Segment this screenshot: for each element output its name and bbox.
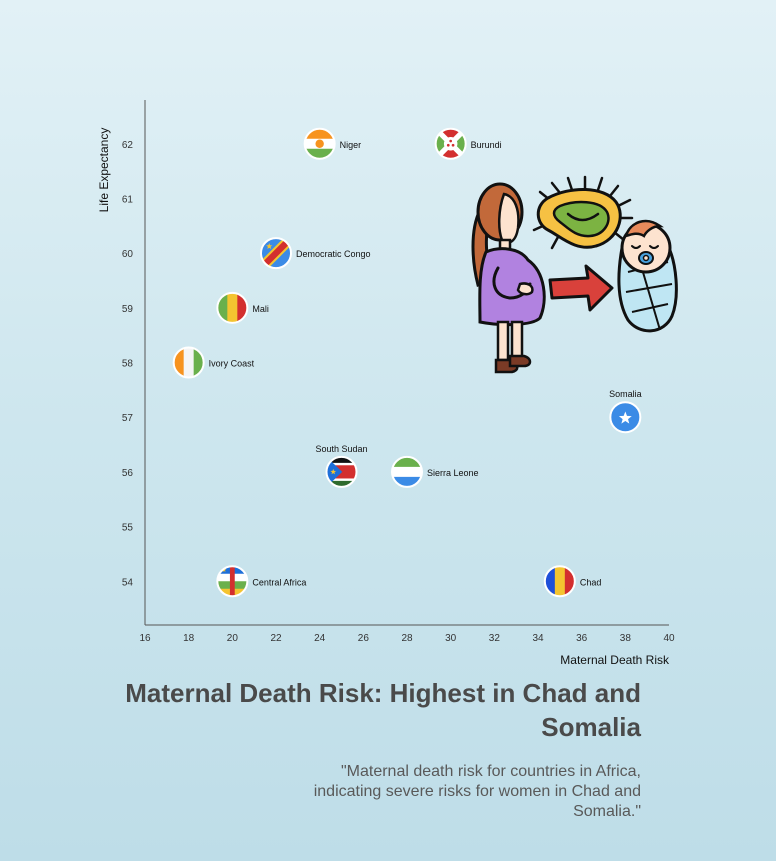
y-tick-label: 62 [122,140,134,151]
x-tick-label: 20 [227,633,239,644]
flag-marker-somalia [609,401,642,434]
y-tick-label: 55 [122,523,134,534]
x-tick-label: 34 [532,633,544,644]
chart-subtitle: "Maternal death risk for countries in Af… [313,763,641,820]
y-tick-label: 59 [122,304,134,315]
point-label: South Sudan [315,444,367,454]
flag-marker-chad [543,565,576,598]
flag-marker-mali [216,291,249,324]
flag-marker-south-sudan [325,455,358,488]
point-label: Burundi [471,140,502,150]
x-tick-label: 26 [358,633,370,644]
y-tick-label: 61 [122,194,134,205]
flag-marker-ivory-coast [172,346,205,379]
baby-icon [617,219,678,333]
y-tick-label: 60 [122,249,134,260]
x-tick-label: 36 [576,633,588,644]
chart-title: Maternal Death Risk: Highest in Chad and… [125,678,641,742]
x-tick-label: 38 [620,633,632,644]
y-axis-label: Life Expectancy [97,128,111,213]
point-label: Somalia [609,389,642,399]
x-tick-label: 30 [445,633,457,644]
mother-pathogen-baby-illustration [471,175,678,374]
x-tick-label: 22 [270,633,282,644]
flag-marker-car [216,565,249,598]
ticks: 16 18 20 22 24 26 28 30 32 34 36 38 40 54 55 56 57 58 59 60… [122,140,675,644]
x-tick-label: 24 [314,633,326,644]
point-label: Mali [252,304,269,314]
point-label: Central Africa [252,577,306,587]
flag-marker-sierra-leone [391,455,423,488]
x-tick-label: 18 [183,633,195,644]
point-label: Niger [340,140,362,150]
y-tick-label: 57 [122,413,134,424]
x-tick-label: 40 [663,633,675,644]
point-label: Ivory Coast [209,359,255,369]
y-tick-label: 58 [122,359,134,370]
y-tick-label: 54 [122,577,134,588]
point-label: Chad [580,577,602,587]
flag-marker-niger [303,127,336,160]
x-tick-label: 28 [401,633,413,644]
point-label: Sierra Leone [427,468,479,478]
point-label: Democratic Congo [296,249,371,259]
y-tick-label: 56 [122,468,134,479]
scatter-points: Niger Burundi Democratic Congo Mali Ivory Co… [172,127,642,598]
flag-marker-burundi [434,127,467,160]
x-tick-label: 16 [139,633,151,644]
x-axis-label: Maternal Death Risk [560,653,670,667]
pathogen-icon [532,175,634,250]
axes [144,100,669,626]
pregnant-woman-icon [471,182,546,374]
arrow-icon [548,264,614,312]
flag-marker-drc [260,237,292,270]
x-tick-label: 32 [489,633,501,644]
